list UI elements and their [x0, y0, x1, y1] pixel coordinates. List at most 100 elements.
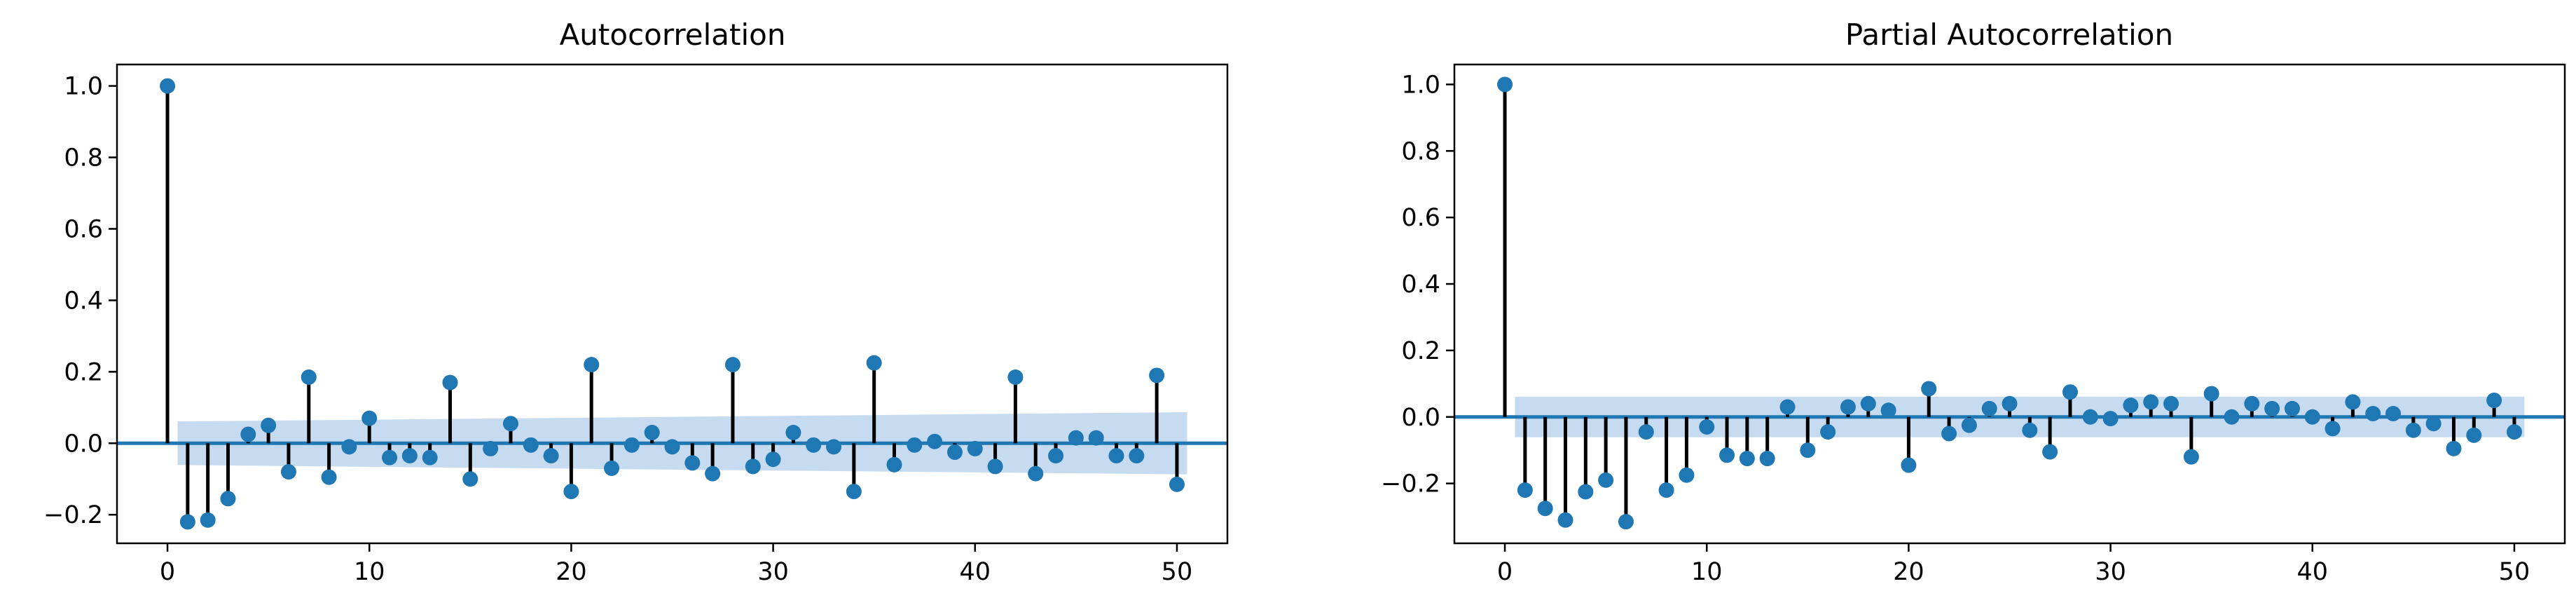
pacf-marker-lag-19	[1880, 402, 1896, 419]
acf-marker-lag-2	[200, 512, 216, 528]
acf-ytick-label: 1.0	[64, 73, 103, 101]
pacf-marker-lag-5	[1598, 472, 1614, 488]
acf-marker-lag-21	[584, 357, 600, 373]
pacf-marker-lag-24	[1981, 400, 1997, 416]
acf-marker-lag-45	[1068, 430, 1084, 446]
pacf-marker-lag-23	[1961, 417, 1977, 433]
pacf-panel: Partial Autocorrelation 0 10 20 30 40 50−0.20…	[1381, 18, 2566, 586]
acf-marker-lag-8	[321, 469, 337, 485]
acf-marker-lag-43	[1028, 465, 1044, 482]
pacf-marker-lag-15	[1800, 442, 1816, 458]
pacf-marker-lag-33	[2163, 395, 2179, 412]
acf-marker-lag-36	[886, 456, 902, 472]
acf-marker-lag-25	[664, 439, 680, 455]
pacf-marker-lag-31	[2123, 397, 2139, 414]
pacf-marker-lag-20	[1901, 457, 1917, 473]
acf-marker-lag-15	[462, 471, 478, 487]
pacf-marker-lag-49	[2486, 393, 2502, 409]
acf-marker-lag-28	[724, 357, 741, 373]
pacf-ytick-label: 1.0	[1401, 71, 1440, 99]
acf-marker-lag-34	[846, 484, 862, 500]
acf-axes-frame	[116, 63, 1229, 545]
acf-plot-area: 0 10 20 30 40 50 −0.2 0.0 0.2 0.4 0.6 0.8 1.0	[43, 63, 1229, 586]
pacf-marker-lag-10	[1699, 419, 1715, 435]
acf-title: Autocorrelation	[560, 18, 786, 52]
acf-xtick-label: 10	[354, 558, 385, 586]
acf-marker-lag-4	[240, 426, 256, 442]
acf-marker-lag-5	[261, 417, 277, 433]
pacf-xtick-label: 30	[2095, 558, 2126, 586]
pacf-xtick-label: 40	[2296, 558, 2328, 586]
acf-ytick-label: 0.6	[64, 215, 103, 243]
pacf-marker-lag-38	[2264, 400, 2280, 416]
acf-marker-lag-12	[401, 448, 418, 464]
pacf-marker-lag-40	[2304, 409, 2320, 425]
pacf-marker-lag-0	[1497, 76, 1513, 93]
pacf-marker-lag-12	[1739, 451, 1755, 467]
acf-marker-lag-6	[280, 464, 296, 480]
pacf-marker-lag-44	[2385, 406, 2402, 422]
pacf-marker-lag-16	[1820, 424, 1836, 440]
pacf-marker-lag-48	[2466, 427, 2482, 443]
pacf-xtick-label: 20	[1893, 558, 1924, 586]
pacf-marker-lag-34	[2183, 449, 2199, 465]
acf-marker-lag-18	[523, 437, 539, 453]
pacf-marker-lag-8	[1658, 482, 1674, 498]
acf-ytick-label: −0.2	[43, 501, 103, 529]
acf-marker-lag-38	[927, 433, 943, 449]
pacf-ytick-label: −0.2	[1381, 470, 1440, 498]
pacf-axes-frame	[1453, 63, 2566, 545]
pacf-marker-lag-32	[2143, 394, 2159, 410]
acf-marker-lag-14	[442, 374, 458, 390]
acf-xtick-label: 0	[160, 558, 175, 586]
pacf-marker-lag-22	[1941, 426, 1957, 442]
acf-ytick-label: 0.8	[64, 144, 103, 172]
acf-marker-lag-0	[160, 78, 176, 94]
pacf-ytick-label: 0.4	[1401, 271, 1440, 299]
pacf-marker-lag-39	[2284, 400, 2300, 416]
acf-marker-lag-44	[1048, 448, 1064, 464]
acf-marker-lag-33	[826, 439, 842, 455]
acf-marker-lag-13	[422, 449, 438, 465]
pacf-marker-lag-35	[2203, 386, 2219, 402]
pacf-marker-lag-30	[2102, 411, 2119, 427]
acf-marker-lag-32	[806, 437, 822, 453]
pacf-marker-lag-43	[2365, 406, 2381, 422]
acf-marker-lag-19	[543, 448, 559, 464]
acf-ytick-label: 0.2	[64, 358, 103, 386]
acf-ytick-label: 0.0	[64, 430, 103, 458]
acf-marker-lag-9	[341, 439, 357, 455]
pacf-marker-lag-45	[2405, 422, 2421, 438]
pacf-marker-lag-29	[2082, 409, 2098, 425]
pacf-ytick-label: 0.2	[1401, 337, 1440, 365]
pacf-xtick-label: 50	[2499, 558, 2530, 586]
acf-marker-lag-20	[563, 484, 579, 500]
acf-marker-lag-30	[765, 451, 781, 468]
acf-marker-lag-1	[179, 514, 195, 530]
pacf-marker-lag-26	[2022, 422, 2038, 438]
acf-marker-lag-17	[502, 416, 518, 432]
pacf-xtick-label: 10	[1691, 558, 1723, 586]
acf-marker-lag-10	[361, 410, 378, 426]
pacf-ytick-label: 0.8	[1401, 137, 1440, 165]
pacf-marker-lag-41	[2324, 421, 2341, 437]
acf-marker-lag-22	[604, 460, 620, 476]
acf-marker-lag-24	[644, 424, 660, 440]
pacf-marker-lag-42	[2345, 394, 2361, 410]
acf-ytick-label: 0.4	[64, 287, 103, 315]
pacf-ytick-label: 0.6	[1401, 204, 1440, 232]
acf-marker-lag-46	[1088, 430, 1104, 446]
pacf-marker-lag-11	[1719, 447, 1735, 463]
acf-marker-lag-3	[220, 491, 236, 507]
acf-panel: Autocorrelation 0 10 20 30 40 50 −0.2 0.0 0.2 0.4…	[43, 18, 1229, 586]
acf-marker-lag-31	[785, 424, 801, 440]
acf-marker-lag-42	[1007, 369, 1024, 385]
acf-marker-lag-26	[684, 455, 701, 471]
acf-marker-lag-27	[705, 465, 721, 482]
pacf-marker-lag-7	[1638, 424, 1654, 440]
pacf-marker-lag-9	[1679, 467, 1695, 483]
acf-marker-lag-7	[301, 369, 317, 385]
acf-marker-lag-35	[866, 355, 882, 371]
acf-marker-lag-37	[907, 437, 923, 453]
pacf-plot-area: 0 10 20 30 40 50 −0.2 0.0 0.2 0.4 0.6 0.8 1.0	[1381, 63, 2566, 586]
